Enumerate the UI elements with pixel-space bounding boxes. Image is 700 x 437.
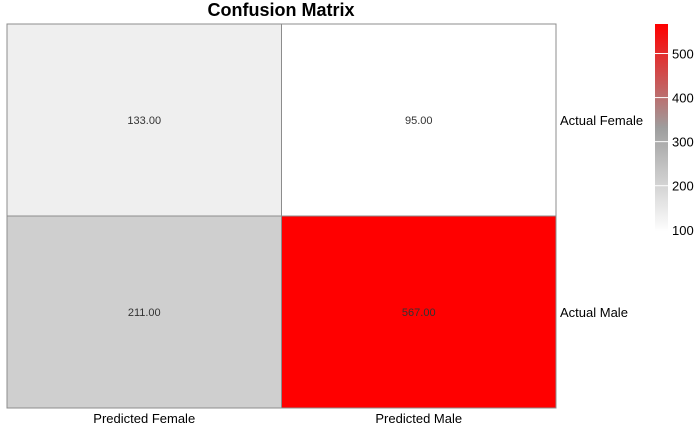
row-label: Actual Male	[560, 305, 628, 320]
heatmap-cell	[281, 23, 557, 217]
row-label: Actual Female	[560, 113, 643, 128]
chart-title: Confusion Matrix	[208, 0, 355, 20]
cell-value-label: 133.00	[127, 115, 161, 127]
colorbar-tick-label: 500	[672, 47, 694, 62]
cell-value-label: 567.00	[402, 307, 436, 319]
colorbar-tick-label: 200	[672, 179, 694, 194]
column-label: Predicted Female	[93, 411, 195, 426]
heatmap-cells: 133.00 95.00 211.00 567.00	[6, 23, 557, 409]
column-labels: Predicted Female Predicted Male	[93, 411, 462, 426]
heatmap-cell	[6, 23, 282, 217]
colorbar-tick-label: 400	[672, 91, 694, 106]
cell-value-label: 95.00	[405, 115, 433, 127]
heatmap-cell	[281, 215, 557, 409]
column-label: Predicted Male	[375, 411, 462, 426]
cell-value-label: 211.00	[128, 307, 161, 319]
heatmap-cell	[6, 215, 282, 409]
colorbar-tick-label: 300	[672, 135, 694, 150]
colorbar-tick-label: 100	[672, 223, 694, 238]
colorbar-legend: 100 200 300 400 500	[655, 24, 694, 238]
colorbar	[655, 24, 668, 232]
row-labels: Actual Female Actual Male	[560, 113, 643, 320]
